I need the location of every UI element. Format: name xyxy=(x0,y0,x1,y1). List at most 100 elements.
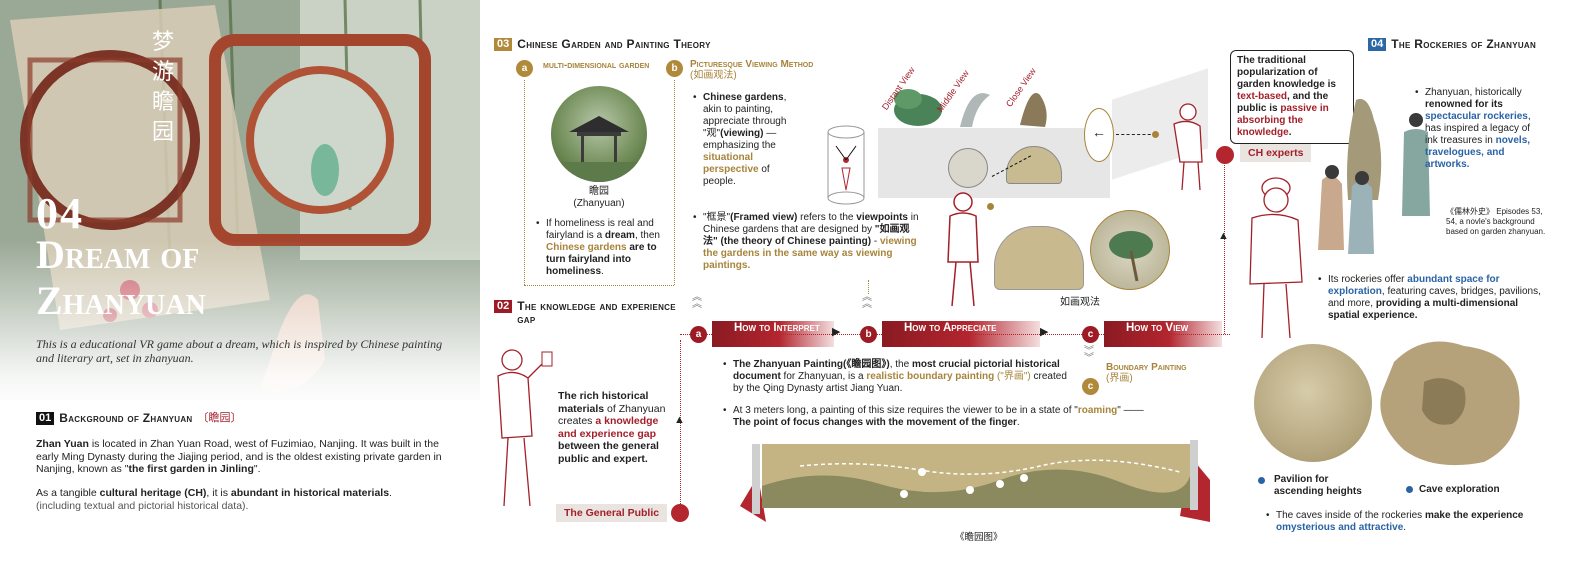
hero-artwork xyxy=(0,0,480,400)
painting-bullet-1: The Zhanyuan Painting(《瞻园图》), the most c… xyxy=(723,359,1078,395)
b2-viewpoints: viewpoints xyxy=(856,212,908,223)
a-text-dream: dream xyxy=(604,230,635,241)
expert-vertical-line xyxy=(1224,160,1225,334)
viewer-eye-dot xyxy=(987,203,994,210)
sec04-p2-blue: abundant space for exploration xyxy=(1328,274,1500,297)
legend-cave: Cave exploration xyxy=(1406,484,1500,495)
painting-b2-roaming: roaming xyxy=(1077,405,1118,416)
arrow-up-icon-expert: ▲ xyxy=(1218,230,1229,242)
painting-b1-gold2: ("界画") xyxy=(994,371,1031,382)
flow-c-sub-badge: c xyxy=(1082,378,1099,395)
sec03-title: Chinese Garden and Painting Theory xyxy=(517,37,711,51)
scroll-painting-svg xyxy=(740,440,1210,522)
b1-viewing: (viewing) xyxy=(720,128,764,139)
sec03-b-title: Picturesque Viewing Method (如画观法) xyxy=(690,59,880,81)
painting-b1-c: most crucial pictorial historical docume… xyxy=(733,359,1060,382)
sec04-bullet-2: Its rockeries offer abundant space for e… xyxy=(1318,274,1548,322)
painting-b1-gold: realistic boundary painting xyxy=(866,371,995,382)
hero-image: 梦游瞻园 xyxy=(0,0,480,400)
callout-end: . xyxy=(1288,127,1292,138)
chevron-up-icon-b: ︽ ︽ xyxy=(862,292,872,310)
cylinder-figure xyxy=(826,124,866,211)
sec03-b-dotted-line xyxy=(674,80,675,285)
hero-number: 04 xyxy=(36,189,84,238)
a-text-b2: are to turn fairyland into homeliness xyxy=(546,242,657,277)
novel-note: 《儒林外史》 Episodes 53, 54, a novle's backgr… xyxy=(1446,207,1546,237)
public-figure-icon xyxy=(497,349,553,507)
b1-gold: situational perspective xyxy=(703,152,759,175)
flow-step-view: How to View xyxy=(1104,321,1222,347)
arrow-right-icon-2: ▶ xyxy=(1040,326,1049,338)
arrow-right-icon-1: ▶ xyxy=(832,326,841,338)
sec03-a-text: If homeliness is real and fairyland is a… xyxy=(536,218,676,278)
flow-c-badge: c xyxy=(1082,326,1099,343)
sec03-b-dotted-drop xyxy=(868,280,869,294)
novel-note-cn: 《儒林外史》 xyxy=(1446,207,1494,216)
sec02-header: 02 The knowledge and experience gap xyxy=(494,300,684,326)
flow-step-interpret: How to Interpret xyxy=(712,321,834,347)
painting-b2-end: . xyxy=(1016,417,1020,428)
b-title-cn: (如画观法) xyxy=(690,70,737,81)
sec01-p2-note: (including textual and pictorial histori… xyxy=(36,499,249,512)
sec04-p1-b: renowned for its xyxy=(1425,99,1503,110)
sec03-b-bullet-1: Chinese gardens, akin to painting, appre… xyxy=(693,92,803,188)
pavilion-icon xyxy=(551,116,647,182)
legend-dot-pavilion xyxy=(1258,477,1265,484)
sec04-p3-a: The caves inside of the rockeries xyxy=(1276,510,1425,521)
pavilion-round-painting xyxy=(1254,344,1372,462)
a-text-end: . xyxy=(601,266,604,277)
b2-b: in Chinese gardens that are designed by xyxy=(703,212,919,235)
sec02-title: The knowledge and experience gap xyxy=(517,299,676,326)
arrow-left-icon: ← xyxy=(1092,124,1106,140)
b1-c: —emphasizing the xyxy=(703,128,777,151)
sec04-p1-c: , has inspired a legacy of ink treasures… xyxy=(1425,111,1531,146)
flow-a-badge: a xyxy=(690,326,707,343)
view-dashed-arrow xyxy=(1116,134,1156,135)
painting-b1-b: , the xyxy=(889,359,912,370)
public-node-dot xyxy=(671,504,689,522)
chevron-down-icon: ︾ ︾ xyxy=(1084,346,1094,364)
b1-q: "观" xyxy=(703,128,721,139)
b1-d: of people. xyxy=(703,164,770,187)
experts-callout: The traditional popularization of garden… xyxy=(1230,50,1354,144)
callout-red-2: passive in absorbing the knowledge xyxy=(1237,103,1329,138)
sec02-text: The rich historical materials of Zhanyua… xyxy=(558,390,668,465)
sec04-p2-b: , featuring caves, bridges, pavilions, a… xyxy=(1328,286,1541,309)
sec01-p1-lead: Zhan Yuan xyxy=(36,438,89,450)
sec04-p2-a: Its rockeries offer xyxy=(1328,274,1408,285)
novel-note-en: Episodes 53, 54, a novle's background ba… xyxy=(1446,207,1546,236)
sec01-paragraph-1: Zhan Yuan is located in Zhan Yuan Road, … xyxy=(36,438,456,476)
sec01-title: Background of Zhanyuan xyxy=(59,411,193,425)
chevron-up-icon-a: ︽ ︽ xyxy=(692,292,702,310)
hero-calligraphy: 梦游瞻园 xyxy=(151,30,174,145)
a-text-2: , then xyxy=(634,230,660,241)
b2-a: refers to the xyxy=(797,212,857,223)
ladies-illustration xyxy=(1318,98,1382,254)
expert-node-dot xyxy=(1216,146,1234,164)
sec01-p2-b2: abundant in historical materials xyxy=(230,487,390,499)
view-point-dot xyxy=(1152,131,1159,138)
viewer-figure-icon xyxy=(947,192,979,307)
sec03-b-badge: b xyxy=(666,60,683,77)
sec04-p2-bold: providing a multi-dimensional spatial ex… xyxy=(1328,298,1519,321)
painting-fan-crop xyxy=(994,226,1084,290)
sec04-badge: 04 xyxy=(1368,38,1387,51)
sec01-p1-text: is located in Zhan Yuan Road, west of Fu… xyxy=(36,438,442,475)
viewing-cylinder-icon xyxy=(827,125,865,205)
sec04-p3-b: make the experience xyxy=(1424,510,1524,521)
sec03-header: 03 Chinese Garden and Painting Theory xyxy=(494,38,711,51)
photo-caption-cn: 瞻园 xyxy=(589,186,609,197)
callout-red-1: text-based xyxy=(1237,91,1288,102)
painting-tree-icon xyxy=(1109,231,1153,282)
hero-subtitle: This is a educational VR game about a dr… xyxy=(36,337,443,365)
sec01-p2-a: As a tangible xyxy=(36,487,100,499)
boundary-painting-title: Boundary Painting (界画) xyxy=(1106,362,1196,384)
zhanyuan-photo-caption: 瞻园 (Zhanyuan) xyxy=(551,186,647,210)
photo-caption-en: (Zhanyuan) xyxy=(573,198,625,209)
b2-q: "框景" xyxy=(703,212,731,223)
sec01-p1-end: ". xyxy=(253,463,261,475)
hero-title: Dream of Zhanyuan xyxy=(36,232,206,323)
sec02-text-1: The rich historical materials xyxy=(558,390,649,415)
a-text-1: If homeliness is real and fairyland is a xyxy=(546,218,654,241)
framed-view-round xyxy=(948,148,988,188)
